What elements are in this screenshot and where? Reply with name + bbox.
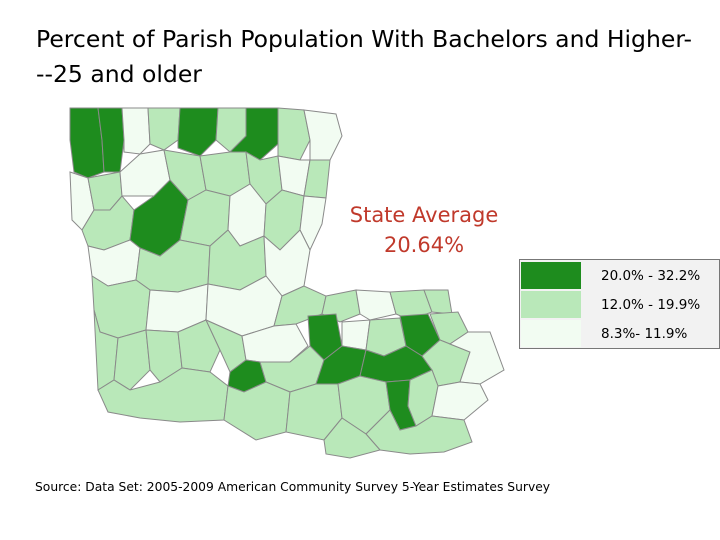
louisiana-parish-map bbox=[69, 107, 505, 459]
map-legend: 20.0% - 32.2% 12.0% - 19.9% 8.3%- 11.9% bbox=[519, 259, 720, 349]
parish-low bbox=[121, 107, 151, 155]
parish-mid bbox=[91, 275, 151, 339]
source-note: Source: Data Set: 2005-2009 American Com… bbox=[35, 480, 551, 494]
legend-swatch-mid bbox=[521, 291, 581, 318]
legend-swatch-low bbox=[521, 320, 581, 347]
parish-mid bbox=[147, 107, 181, 151]
parish-mid bbox=[277, 107, 311, 161]
parish-low bbox=[431, 381, 489, 421]
state-average-value: 20.64% bbox=[383, 233, 465, 257]
parish-low bbox=[341, 319, 371, 351]
parish-mid bbox=[323, 417, 381, 459]
parish-low bbox=[448, 331, 505, 385]
legend-label: 12.0% - 19.9% bbox=[601, 296, 701, 313]
legend-item: 20.0% - 32.2% bbox=[520, 261, 719, 290]
state-average-label: State Average bbox=[349, 203, 499, 227]
legend-label: 8.3%- 11.9% bbox=[601, 325, 688, 342]
parish-low bbox=[299, 195, 327, 252]
legend-item: 12.0% - 19.9% bbox=[520, 290, 719, 319]
parish-mid bbox=[113, 329, 151, 391]
legend-label: 20.0% - 32.2% bbox=[601, 267, 701, 284]
state-average-annotation: State Average 20.64% bbox=[334, 200, 514, 260]
parish-high bbox=[177, 107, 219, 157]
map-title: Percent of Parish Population With Bachel… bbox=[36, 25, 692, 88]
parish-low bbox=[303, 109, 343, 161]
parish-low bbox=[355, 289, 397, 321]
parish-mid bbox=[177, 319, 221, 373]
legend-item: 8.3%- 11.9% bbox=[520, 319, 719, 348]
legend-swatch-high bbox=[521, 262, 581, 289]
parish-mid bbox=[97, 367, 229, 423]
parish-mid bbox=[365, 409, 473, 455]
parish-mid bbox=[223, 381, 291, 441]
